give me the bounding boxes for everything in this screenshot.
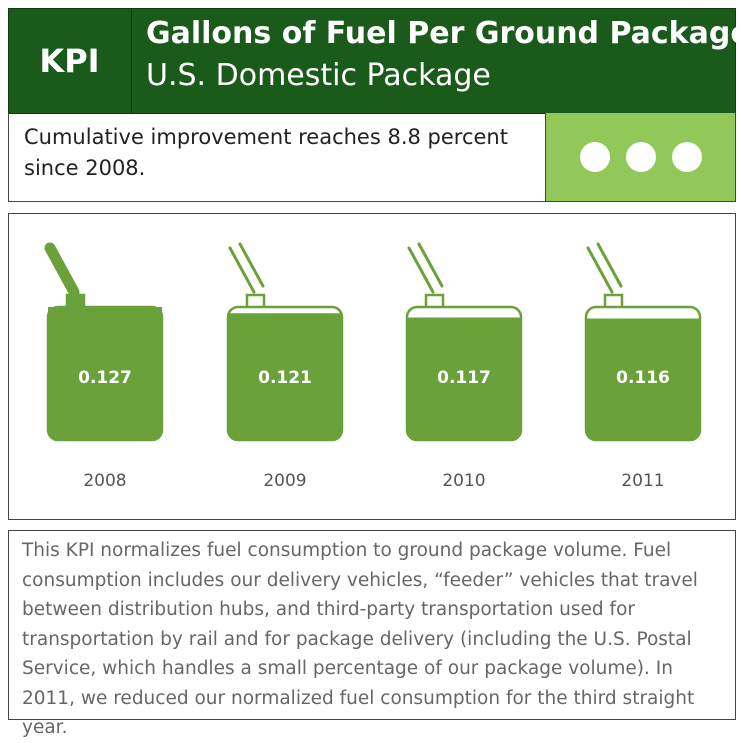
x-tick-label: 2011 <box>621 471 664 491</box>
fuel-level <box>586 318 700 440</box>
description-box <box>8 530 736 720</box>
dot <box>625 142 656 172</box>
chart-panel <box>8 213 736 520</box>
x-tick-label: 2010 <box>442 471 485 491</box>
badge: KPI <box>8 8 132 114</box>
fuel-level <box>48 307 162 440</box>
x-tick-label: 2008 <box>83 471 126 491</box>
fuel-level <box>228 313 342 440</box>
fuel-level <box>407 317 521 440</box>
x-tick-label: 2009 <box>263 471 306 491</box>
chart: 0.127 2008 0.121 2009 0.117 2010 0.116 2011 <box>44 242 702 491</box>
dots <box>545 113 736 202</box>
spout <box>407 246 435 294</box>
spout <box>238 242 265 288</box>
spout <box>228 246 256 294</box>
value-label: 0.121 <box>258 368 312 388</box>
description: This KPI normalizes fuel consumption to … <box>22 540 698 738</box>
subtitle: U.S. Domestic Package <box>146 58 491 93</box>
spout <box>417 242 444 288</box>
spout <box>586 246 614 294</box>
dot <box>671 142 702 172</box>
header <box>8 8 736 114</box>
dot <box>579 142 610 172</box>
spout <box>596 242 623 288</box>
value-label: 0.127 <box>78 368 132 388</box>
value-label: 0.116 <box>616 368 670 388</box>
value-label: 0.117 <box>437 368 491 388</box>
title: Gallons of Fuel Per Ground Package <box>146 16 741 51</box>
spout <box>44 242 80 298</box>
page: KPI Gallons of Fuel Per Ground Package U… <box>8 8 741 738</box>
summary: Cumulative improvement reaches 8.8 perce… <box>24 125 508 180</box>
